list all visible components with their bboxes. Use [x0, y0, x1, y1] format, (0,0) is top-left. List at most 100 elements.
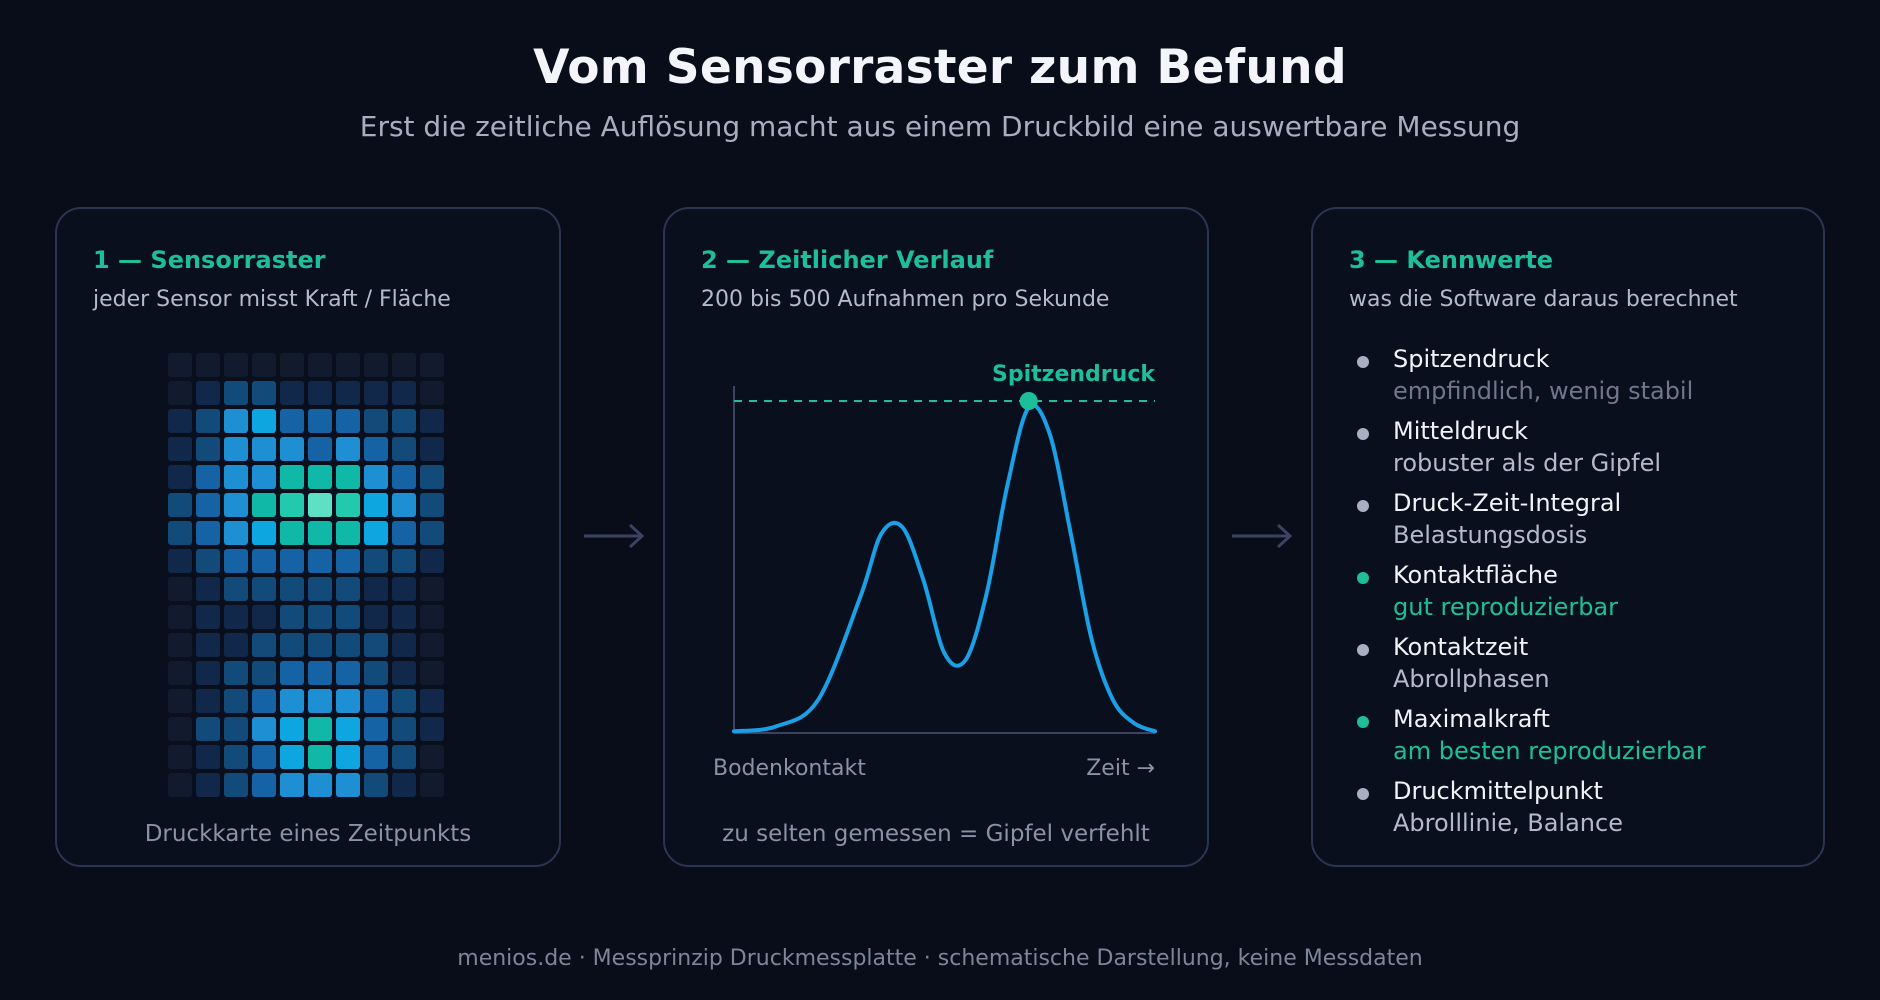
page-title: Vom Sensorraster zum Befund [533, 40, 1347, 95]
parameter-description: gut reproduzierbar [1393, 593, 1618, 621]
sensor-cell [280, 689, 304, 713]
sensor-cell [252, 689, 276, 713]
sensor-cell [196, 773, 220, 797]
sensor-cell [280, 577, 304, 601]
bullet-dot-icon [1357, 572, 1369, 584]
bullet-dot-icon [1357, 500, 1369, 512]
sensor-cell [280, 493, 304, 517]
sensor-cell [308, 745, 332, 769]
sensor-cell [280, 717, 304, 741]
sensor-cell [168, 605, 192, 629]
sensor-cell [280, 381, 304, 405]
sensor-cell [420, 465, 444, 489]
sensor-cell [392, 437, 416, 461]
sensor-cell [336, 661, 360, 685]
sensor-cell [196, 381, 220, 405]
sensor-cell [420, 381, 444, 405]
sensor-cell [196, 409, 220, 433]
sensor-cell [168, 773, 192, 797]
bullet-dot-icon [1357, 428, 1369, 440]
sensor-cell [364, 409, 388, 433]
sensor-cell [252, 353, 276, 377]
parameter-name: Mitteldruck [1393, 417, 1529, 445]
parameter-description: Belastungsdosis [1393, 521, 1588, 549]
sensor-cell [392, 493, 416, 517]
sensor-cell [280, 745, 304, 769]
sensor-cell [392, 745, 416, 769]
bullet-dot-icon [1357, 356, 1369, 368]
sensor-cell [364, 773, 388, 797]
sensor-cell [168, 717, 192, 741]
sensor-cell [224, 465, 248, 489]
arrow-right-icon [584, 523, 645, 549]
sensor-cell [336, 381, 360, 405]
sensor-cell [224, 549, 248, 573]
sensor-cell [168, 409, 192, 433]
sensor-cell [392, 465, 416, 489]
sensor-cell [196, 745, 220, 769]
pressure-curve [732, 403, 1157, 734]
page-subtitle: Erst die zeitliche Auflösung macht aus e… [359, 110, 1521, 143]
sensor-cell [336, 689, 360, 713]
sensor-cell [308, 353, 332, 377]
sensor-cell [420, 549, 444, 573]
sensor-cell [196, 689, 220, 713]
sensor-cell [364, 605, 388, 629]
sensor-cell [196, 437, 220, 461]
sensor-cell [224, 717, 248, 741]
pressure-time-chart: Spitzendruck Bodenkontakt Zeit → [713, 362, 1157, 781]
sensor-cell [252, 717, 276, 741]
sensor-cell [252, 745, 276, 769]
parameter-description: robuster als der Gipfel [1393, 449, 1662, 477]
sensor-cell [252, 633, 276, 657]
sensor-cell [420, 409, 444, 433]
sensor-cell [364, 465, 388, 489]
sensor-cell [252, 549, 276, 573]
sensor-cell [224, 633, 248, 657]
parameter-name: Spitzendruck [1393, 345, 1550, 373]
sensor-cell [280, 437, 304, 461]
parameter-description: am besten reproduzierbar [1393, 737, 1706, 765]
sensor-cell [224, 773, 248, 797]
sensor-cell [364, 633, 388, 657]
footer-note: menios.de · Messprinzip Druckmessplatte … [457, 946, 1423, 971]
sensor-cell [392, 689, 416, 713]
arrow-right-icon [1232, 523, 1293, 549]
sensor-cell [224, 437, 248, 461]
sensor-cell [364, 549, 388, 573]
sensor-cell [392, 381, 416, 405]
sensor-cell [308, 633, 332, 657]
sensor-cell [420, 577, 444, 601]
bullet-dot-icon [1357, 644, 1369, 656]
sensor-cell [168, 381, 192, 405]
sensor-cell [280, 633, 304, 657]
sensor-cell [196, 465, 220, 489]
sensor-cell [196, 633, 220, 657]
parameter-name: Kontaktfläche [1393, 561, 1558, 589]
sensor-cell [280, 521, 304, 545]
sensor-cell [420, 633, 444, 657]
sensor-cell [308, 465, 332, 489]
sensor-cell [280, 773, 304, 797]
sensor-cell [196, 549, 220, 573]
panel-title: 2 — Zeitlicher Verlauf [701, 246, 994, 274]
x-end-label: Zeit → [1086, 756, 1155, 781]
sensor-cell [224, 577, 248, 601]
sensor-cell [252, 381, 276, 405]
panel-subtitle: jeder Sensor misst Kraft / Fläche [93, 287, 451, 312]
sensor-cell [336, 409, 360, 433]
sensor-cell [364, 353, 388, 377]
sensor-cell [280, 465, 304, 489]
sensor-cell [420, 745, 444, 769]
sensor-cell [280, 661, 304, 685]
parameter-name: Kontaktzeit [1393, 633, 1529, 661]
sensor-cell [420, 689, 444, 713]
sensor-cell [224, 521, 248, 545]
panel-key-figures: 3 — Kennwerte was die Software daraus be… [1311, 207, 1825, 867]
sensor-cell [308, 409, 332, 433]
sensor-cell [392, 633, 416, 657]
sensor-cell [336, 745, 360, 769]
sensor-cell [308, 521, 332, 545]
sensor-cell [168, 689, 192, 713]
sensor-cell [308, 661, 332, 685]
